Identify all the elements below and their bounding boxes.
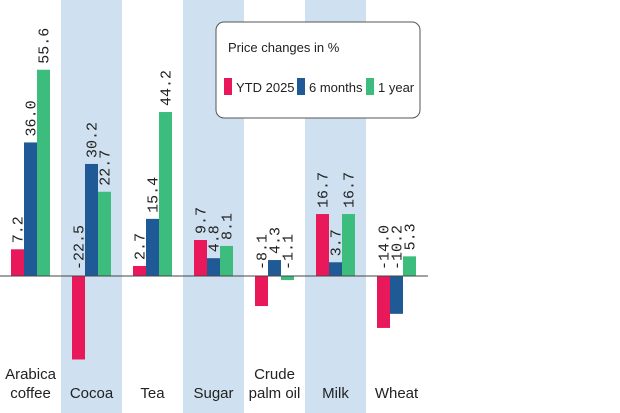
value-label-6-2: 5.3 [403, 223, 420, 250]
category-label-0-line-0: Arabica [5, 366, 57, 383]
category-label-0-line-1: coffee [10, 385, 51, 402]
legend-box [215, 21, 421, 119]
legend-title: Price changes in % [228, 40, 340, 55]
bar-0-1 [24, 142, 37, 276]
value-label-1-2: 22.7 [98, 150, 115, 186]
value-label-0-2: 55.6 [37, 28, 54, 64]
bars [11, 69, 416, 360]
bar-2-1 [146, 218, 159, 276]
value-label-6-0: -14.0 [377, 225, 394, 270]
value-label-3-1: 4.8 [207, 225, 224, 252]
value-label-3-0: 9.7 [194, 207, 211, 234]
legend-swatch-0 [224, 78, 232, 95]
legend-swatch-1 [297, 78, 305, 95]
bar-0-2 [37, 69, 50, 276]
bar-0-0 [11, 249, 24, 276]
bar-5-1 [329, 262, 342, 276]
legend-label-1: 6 months [309, 80, 363, 95]
value-label-4-2: -1.1 [281, 234, 298, 270]
category-label-4-line-0: Crude [254, 366, 295, 383]
legend-swatch-2 [366, 78, 374, 95]
bar-5-2 [342, 214, 355, 276]
value-label-4-0: -8.1 [255, 234, 272, 270]
category-label-5-line-0: Milk [322, 385, 349, 402]
category-label-1-line-0: Cocoa [70, 385, 114, 402]
bar-1-2 [98, 191, 111, 276]
value-label-2-0: 2.7 [133, 233, 150, 260]
value-label-5-1: 3.7 [329, 229, 346, 256]
legend: Price changes in % YTD 2025 6 months 1 yea… [215, 21, 421, 119]
category-label-6-line-0: Wheat [375, 385, 419, 402]
value-label-5-2: 16.7 [342, 172, 359, 208]
bar-5-0 [316, 214, 329, 276]
value-label-2-1: 15.4 [146, 177, 163, 213]
bar-2-2 [159, 112, 172, 276]
bar-1-1 [85, 163, 98, 276]
value-label-4-1: 4.3 [268, 227, 285, 254]
category-label-2-line-0: Tea [140, 385, 165, 402]
bar-1-0 [72, 276, 85, 360]
bar-4-2 [281, 276, 294, 281]
value-label-5-0: 16.7 [316, 172, 333, 208]
category-label-4-line-1: palm oil [249, 385, 301, 402]
bar-6-1 [390, 276, 403, 314]
bar-3-2 [220, 245, 233, 276]
bar-6-0 [377, 276, 390, 328]
value-label-3-2: 8.1 [220, 213, 237, 240]
legend-label-2: 1 year [378, 80, 415, 95]
bar-6-2 [403, 256, 416, 276]
value-labels: 7.236.055.6-22.530.222.72.715.444.29.74.… [11, 28, 420, 270]
value-label-1-0: -22.5 [72, 225, 89, 270]
value-label-1-1: 30.2 [85, 122, 102, 158]
value-label-0-1: 36.0 [24, 100, 41, 136]
bar-2-0 [133, 265, 146, 276]
value-label-2-2: 44.2 [159, 70, 176, 106]
bar-3-0 [194, 240, 207, 276]
value-label-6-1: -10.2 [390, 225, 407, 270]
category-labels: Arabica coffee Cocoa Tea Sugar Crude palm oil M… [5, 366, 419, 402]
bar-4-1 [268, 260, 281, 276]
legend-label-0: YTD 2025 [236, 80, 295, 95]
value-label-0-0: 7.2 [11, 216, 28, 243]
category-label-3-line-0: Sugar [193, 385, 233, 402]
bar-3-1 [207, 258, 220, 276]
bar-4-0 [255, 276, 268, 307]
